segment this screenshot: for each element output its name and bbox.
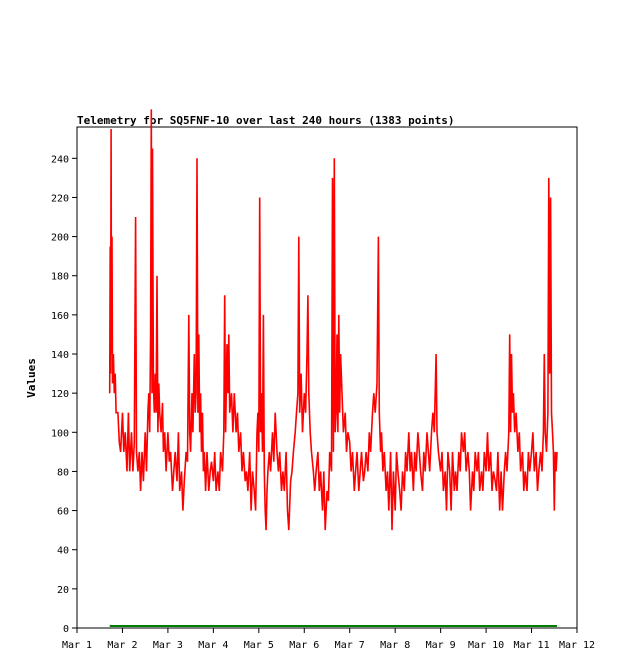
chart-title: Telemetry for SQ5FNF-10 over last 240 ho… — [77, 114, 455, 127]
x-tick-label: Mar 3 — [153, 640, 183, 651]
x-tick-label: Mar 10 — [468, 640, 504, 651]
y-axis-label: Values — [25, 358, 38, 398]
x-tick-label: Mar 8 — [380, 640, 410, 651]
series-layer — [108, 109, 558, 627]
x-tick-label: Mar 1 — [62, 640, 92, 651]
y-tick-label: 240 — [51, 154, 69, 165]
y-tick-label: 120 — [51, 389, 69, 400]
y-tick-label: 140 — [51, 350, 69, 361]
x-tick-label: Mar 7 — [335, 640, 365, 651]
x-tick-label: Mar 12 — [559, 640, 595, 651]
plot-frame — [76, 126, 578, 629]
y-tick-label: 60 — [57, 507, 69, 518]
y-tick-label: 0 — [63, 624, 69, 635]
x-axis: Mar 1 Mar 2 Mar 3 Mar 4 Mar 5 Mar 6 Mar 7 Mar 8… — [62, 628, 595, 651]
x-tick-label: Mar 4 — [198, 640, 228, 651]
y-tick-label: 20 — [57, 585, 69, 596]
y-tick-label: 100 — [51, 428, 69, 439]
y-tick-label: 200 — [51, 233, 69, 244]
x-tick-label: Mar 11 — [513, 640, 549, 651]
x-tick-label: Mar 2 — [107, 640, 137, 651]
y-tick-label: 160 — [51, 311, 69, 322]
y-tick-label: 80 — [57, 467, 69, 478]
y-tick-label: 220 — [51, 193, 69, 204]
x-tick-label: Mar 5 — [244, 640, 274, 651]
x-tick-label: Mar 9 — [426, 640, 456, 651]
y-axis: 0 20 40 60 80 100 120 140 160 180 200 220 240 — [51, 154, 77, 635]
series-line-1 — [108, 109, 558, 531]
y-tick-label: 180 — [51, 272, 69, 283]
x-tick-label: Mar 6 — [289, 640, 319, 651]
y-tick-label: 40 — [57, 546, 69, 557]
